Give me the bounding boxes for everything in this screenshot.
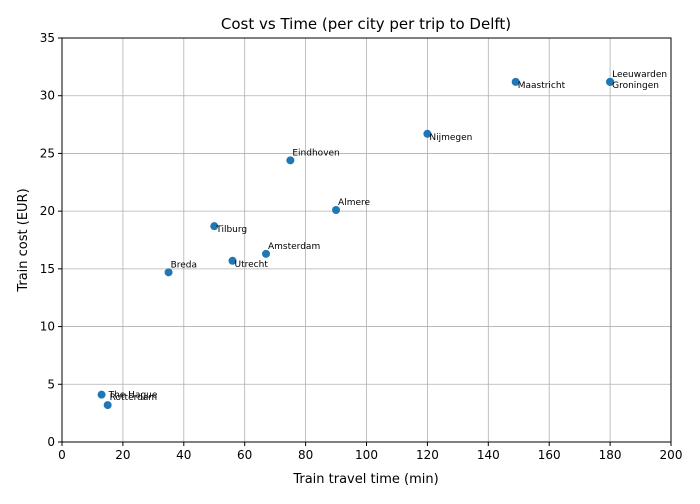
data-point: [606, 77, 615, 86]
data-points: [97, 77, 615, 410]
y-tick-label: 35: [40, 31, 55, 45]
axes: [58, 37, 672, 446]
point-label: Rotterdam: [110, 393, 158, 403]
data-point: [97, 390, 106, 399]
grid: [61, 37, 672, 443]
point-label: Amsterdam: [268, 242, 320, 252]
point-label: The Hague: [108, 391, 158, 401]
point-label: Maastricht: [518, 81, 566, 91]
data-point: [332, 205, 341, 214]
x-tick-label: 140: [477, 448, 500, 462]
y-tick-label: 25: [40, 146, 55, 160]
x-tick-label: 120: [416, 448, 439, 462]
data-point: [423, 129, 432, 138]
data-point: [511, 77, 520, 86]
data-point: [103, 401, 112, 410]
x-tick-label: 200: [660, 448, 683, 462]
x-tick-label: 180: [599, 448, 622, 462]
point-label: Eindhoven: [292, 148, 339, 158]
y-tick-label: 10: [40, 320, 55, 334]
y-tick-label: 0: [47, 435, 55, 449]
y-axis-label: Train cost (EUR): [16, 188, 31, 292]
x-tick-label: 160: [538, 448, 561, 462]
point-label: Breda: [171, 260, 197, 270]
x-tick-label: 100: [355, 448, 378, 462]
point-label: Leeuwarden: [612, 70, 667, 80]
y-tick-label: 30: [40, 89, 55, 103]
point-label: Tilburg: [215, 225, 247, 235]
chart-title: Cost vs Time (per city per trip to Delft…: [221, 15, 511, 33]
point-label: Nijmegen: [429, 133, 472, 143]
data-point: [286, 156, 295, 165]
data-point: [228, 256, 237, 265]
y-tick-label: 20: [40, 204, 55, 218]
x-tick-label: 60: [237, 448, 252, 462]
point-label: Groningen: [612, 81, 659, 91]
point-label: Almere: [338, 198, 370, 208]
data-point: [262, 249, 271, 258]
x-tick-label: 80: [298, 448, 313, 462]
x-tick-label: 0: [58, 448, 66, 462]
data-point: [164, 268, 173, 277]
y-tick-label: 5: [47, 377, 55, 391]
tick-labels: 0 20 40 60 80 100 120 140 160 180 200 0 5 10 15 20 25 30 3…: [40, 31, 683, 462]
data-point: [210, 222, 219, 231]
x-tick-label: 20: [115, 448, 130, 462]
y-tick-label: 15: [40, 262, 55, 276]
x-tick-label: 40: [176, 448, 191, 462]
point-label: Utrecht: [235, 260, 269, 270]
x-axis-label: Train travel time (min): [292, 472, 438, 487]
